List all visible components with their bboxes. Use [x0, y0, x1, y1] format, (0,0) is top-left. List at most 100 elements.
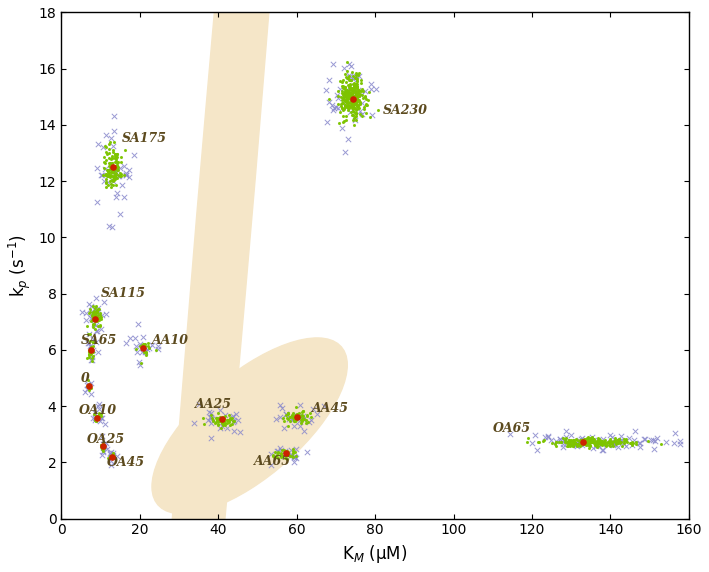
Point — [110, 150, 121, 159]
Point — [112, 173, 123, 182]
Point — [84, 329, 95, 339]
Point — [89, 416, 100, 425]
Point — [347, 110, 359, 120]
Point — [277, 403, 288, 412]
Point — [539, 436, 550, 445]
Point — [609, 436, 620, 446]
Point — [306, 415, 317, 424]
Point — [98, 163, 109, 172]
Point — [135, 360, 146, 370]
Point — [593, 435, 604, 444]
Point — [221, 416, 233, 425]
Point — [342, 94, 353, 103]
Point — [265, 449, 277, 458]
Point — [109, 157, 121, 166]
Point — [108, 163, 119, 172]
Point — [608, 439, 620, 448]
Point — [106, 168, 118, 177]
Point — [104, 160, 116, 169]
Point — [581, 434, 593, 443]
Point — [85, 344, 96, 353]
Point — [345, 108, 357, 117]
Point — [86, 314, 98, 323]
Point — [581, 438, 593, 447]
Point — [214, 412, 225, 421]
Point — [86, 317, 97, 326]
Point — [282, 422, 294, 431]
Point — [290, 454, 301, 463]
Point — [345, 97, 356, 106]
Point — [340, 89, 352, 98]
Point — [610, 438, 622, 447]
Point — [100, 169, 111, 178]
Point — [86, 344, 97, 353]
Point — [135, 341, 146, 350]
Point — [287, 452, 298, 462]
Point — [106, 223, 118, 232]
Point — [352, 86, 364, 95]
Point — [346, 86, 357, 95]
Point — [286, 415, 298, 424]
Point — [272, 447, 284, 456]
Point — [97, 442, 108, 451]
Point — [588, 435, 600, 444]
Point — [284, 412, 296, 422]
Point — [583, 444, 594, 453]
Point — [586, 438, 597, 447]
Point — [291, 410, 303, 419]
Point — [564, 441, 576, 450]
Point — [89, 316, 101, 325]
Point — [105, 448, 116, 458]
Point — [109, 172, 121, 181]
Point — [92, 413, 104, 422]
Point — [350, 89, 362, 98]
Point — [84, 342, 96, 351]
Point — [345, 85, 356, 94]
Point — [348, 85, 359, 94]
Point — [84, 384, 95, 393]
Point — [287, 409, 298, 418]
Point — [604, 430, 615, 439]
Point — [303, 417, 315, 426]
Point — [347, 116, 359, 125]
Point — [570, 440, 581, 449]
Point — [137, 341, 148, 351]
Point — [604, 438, 615, 447]
Point — [561, 438, 572, 447]
Point — [588, 438, 599, 447]
Point — [589, 438, 601, 447]
Point — [104, 161, 115, 170]
Point — [206, 414, 217, 423]
Point — [92, 411, 104, 420]
Point — [88, 307, 99, 316]
Point — [111, 164, 123, 173]
Point — [593, 440, 604, 450]
Point — [349, 74, 360, 83]
Point — [130, 333, 141, 343]
Point — [351, 109, 362, 118]
Point — [579, 435, 591, 444]
Point — [82, 322, 93, 331]
Point — [295, 419, 306, 428]
Point — [82, 339, 94, 348]
Point — [344, 86, 355, 96]
Point — [98, 442, 109, 451]
Point — [101, 156, 112, 165]
Point — [338, 89, 350, 98]
Point — [97, 170, 108, 179]
Point — [354, 69, 365, 78]
Point — [108, 164, 119, 173]
Point — [91, 326, 103, 335]
Point — [350, 70, 361, 80]
Point — [230, 410, 242, 419]
Point — [99, 141, 110, 150]
Point — [197, 413, 208, 422]
Point — [113, 171, 124, 180]
Point — [290, 402, 301, 411]
Point — [90, 320, 101, 329]
Point — [93, 402, 104, 411]
Point — [289, 416, 301, 426]
Point — [193, 399, 204, 408]
Point — [83, 329, 94, 338]
Point — [372, 106, 384, 115]
